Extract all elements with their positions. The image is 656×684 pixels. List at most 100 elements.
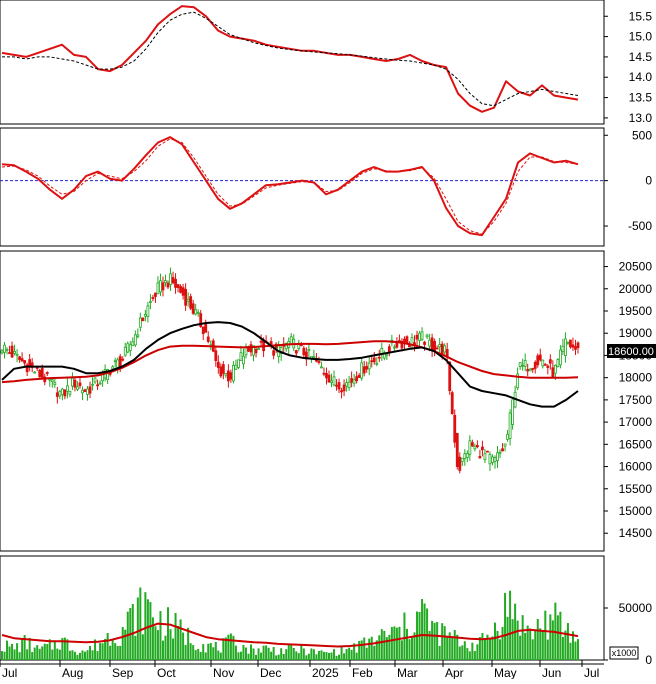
x-tick-label: Jul — [584, 666, 599, 679]
volume-bar — [260, 652, 263, 660]
candle — [420, 327, 424, 342]
candle — [365, 361, 369, 373]
candle — [78, 376, 82, 389]
candle — [96, 379, 99, 391]
candle — [498, 449, 502, 459]
x-tick-label: Oct — [157, 666, 176, 679]
candle — [302, 345, 306, 358]
candle — [179, 284, 182, 294]
volume-bar — [124, 629, 127, 660]
volume-bar — [506, 616, 509, 660]
volume-bar — [247, 653, 250, 660]
candle — [38, 368, 42, 380]
volume-bar — [343, 653, 346, 660]
volume-bar — [182, 632, 185, 660]
volume-bar — [400, 640, 403, 660]
y-tick-label: 17500 — [619, 393, 653, 407]
candle — [322, 367, 326, 377]
volume-bar — [395, 627, 398, 660]
candle — [136, 328, 140, 339]
y-tick-label: 0 — [645, 653, 652, 667]
volume-bar — [539, 628, 542, 660]
volume-bar — [317, 650, 320, 660]
volume-bar — [94, 639, 97, 660]
candle — [481, 440, 484, 457]
volume-bar — [378, 635, 381, 660]
candle — [536, 353, 540, 368]
volume-bar — [53, 640, 56, 660]
volume-bar — [56, 648, 59, 660]
candle — [325, 367, 328, 385]
volume-bar — [66, 639, 69, 660]
volume-bar — [96, 651, 99, 660]
volume-bar — [109, 645, 112, 660]
volume-bar — [350, 649, 353, 660]
volume-bar — [355, 652, 358, 660]
candle — [73, 377, 77, 392]
volume-bar — [519, 635, 522, 660]
candle — [86, 386, 89, 401]
candle — [88, 381, 92, 399]
candle — [367, 356, 371, 376]
candle — [465, 450, 469, 463]
candle — [558, 345, 562, 369]
panel-2: 2050020000195001900018500180001750017000… — [0, 250, 656, 552]
series-line-1 — [1, 321, 579, 408]
volume-bar — [68, 650, 71, 660]
volume-bar — [31, 652, 34, 660]
candle — [194, 303, 198, 316]
candle — [450, 390, 454, 415]
volume-bar — [504, 592, 507, 660]
volume-bar — [250, 644, 253, 660]
volume-bar — [13, 649, 16, 660]
candle — [506, 429, 509, 442]
volume-bar — [222, 638, 225, 660]
candle — [45, 371, 49, 377]
volume-bar — [478, 637, 481, 660]
volume-bar — [209, 643, 212, 660]
candle — [232, 361, 235, 384]
volume-bar — [330, 652, 333, 660]
volume-bar — [119, 645, 122, 660]
candle — [372, 352, 376, 365]
volume-bar — [524, 632, 527, 660]
candle — [272, 348, 276, 360]
candle — [448, 361, 452, 395]
x-tick-label: Jun — [542, 666, 561, 679]
candle — [154, 292, 157, 303]
volume-bar — [141, 634, 144, 660]
candle — [50, 378, 54, 388]
volume-bar — [242, 644, 245, 660]
candle — [483, 448, 487, 464]
candle — [151, 294, 155, 302]
candle — [131, 337, 135, 346]
y-axis: 500 0 -500 — [603, 128, 652, 246]
volume-bar — [207, 643, 210, 660]
candle — [76, 381, 79, 392]
candle — [475, 440, 479, 449]
volume-bar — [446, 637, 449, 660]
candle — [521, 358, 525, 371]
volume-bar — [146, 599, 149, 660]
volume-bar — [569, 642, 572, 660]
candle — [385, 353, 389, 360]
volume-bar — [571, 631, 574, 660]
volume-bar — [516, 620, 519, 660]
volume-bar — [156, 630, 159, 660]
volume-bar — [564, 630, 567, 660]
volume-bar — [499, 639, 502, 660]
volume-bar — [380, 629, 383, 660]
volume-bar — [46, 644, 49, 660]
volume-bar — [237, 652, 240, 660]
volume-bar — [468, 651, 471, 660]
volume-bar — [483, 638, 486, 660]
candle — [224, 372, 228, 378]
candle — [176, 284, 180, 293]
volume-bar — [363, 637, 366, 660]
candle — [418, 330, 421, 347]
candle — [330, 373, 333, 388]
candle — [528, 367, 532, 372]
candle — [174, 273, 177, 294]
y-axis: 15.5 15.0 14.5 14.0 13.5 13.0 — [603, 0, 652, 125]
volume-bar — [421, 599, 424, 660]
